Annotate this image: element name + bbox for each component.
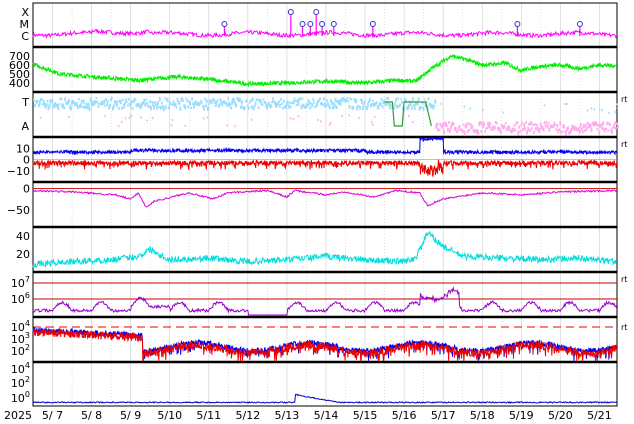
tick-label-proton-flux: 102 bbox=[11, 343, 30, 358]
dst-line bbox=[32, 189, 617, 208]
panel-frame-proton-flux bbox=[32, 316, 618, 363]
tick-label-imf-sector: T bbox=[21, 96, 29, 109]
x-axis-day-label: 5/ 9 bbox=[120, 409, 141, 422]
x-axis-day-label: 5/19 bbox=[509, 409, 534, 422]
imf-bt-line bbox=[32, 136, 618, 156]
x-axis-day-label: 5/ 8 bbox=[81, 409, 102, 422]
tick-label-high-energy-proton: 104 bbox=[11, 361, 30, 376]
tick-label-dst-index: −50 bbox=[7, 204, 30, 217]
tick-label-dst-index: 0 bbox=[23, 182, 30, 195]
imf-sector-line bbox=[384, 101, 432, 127]
tick-label-high-energy-proton: 100 bbox=[11, 390, 30, 405]
high-energy-proton-line bbox=[32, 393, 617, 404]
tick-label-xray-flare-class: X bbox=[21, 6, 29, 19]
tick-label-solar-wind-speed: 500 bbox=[9, 68, 30, 81]
flare-marker bbox=[330, 21, 337, 27]
imf-sector-scatter bbox=[33, 97, 619, 136]
x-axis-day-label: 5/11 bbox=[196, 409, 221, 422]
x-axis-day-label: 5/15 bbox=[353, 409, 378, 422]
flare-marker bbox=[299, 21, 306, 27]
panel-frame-kp-ae-index bbox=[32, 226, 618, 273]
tick-label-imf-components: −10 bbox=[7, 165, 30, 178]
tick-label-solar-wind-speed: 600 bbox=[9, 59, 30, 72]
flare-marker bbox=[319, 21, 326, 27]
flare-marker bbox=[307, 21, 314, 27]
electron-flux-line bbox=[32, 286, 618, 316]
x-axis-day-label: 5/14 bbox=[314, 409, 339, 422]
side-label-proton-flux: rt bbox=[621, 323, 627, 332]
tick-label-imf-sector: A bbox=[21, 120, 29, 133]
tick-label-kp-ae-index: 40 bbox=[16, 230, 30, 243]
x-axis-year: 2025 bbox=[4, 409, 32, 422]
tick-label-electron-flux: 106 bbox=[11, 291, 30, 306]
solar-wind-speed-line bbox=[32, 53, 617, 88]
kp-ae-line bbox=[32, 230, 617, 268]
x-axis-day-label: 5/12 bbox=[235, 409, 260, 422]
tick-label-xray-flare-class: M bbox=[20, 18, 30, 31]
tick-label-electron-flux: 107 bbox=[11, 275, 30, 290]
panel-frame-xray-flare-class bbox=[32, 2, 618, 48]
x-axis-day-label: 5/17 bbox=[431, 409, 456, 422]
side-label-electron-flux: rt bbox=[621, 275, 627, 284]
tick-label-kp-ae-index: 20 bbox=[16, 248, 30, 261]
x-axis-day-label: 5/16 bbox=[392, 409, 417, 422]
x-axis-day-label: 5/18 bbox=[470, 409, 495, 422]
flare-marker bbox=[369, 21, 376, 27]
flare-marker bbox=[576, 21, 583, 27]
xray-flux-line bbox=[32, 28, 618, 40]
proton-flux-line-1 bbox=[32, 326, 617, 362]
tick-label-xray-flare-class: C bbox=[21, 30, 29, 43]
tick-label-solar-wind-speed: 400 bbox=[9, 77, 30, 90]
grid-lines bbox=[52, 3, 600, 406]
tick-label-proton-flux: 104 bbox=[11, 319, 30, 334]
flare-marker bbox=[514, 21, 521, 27]
flare-marker bbox=[313, 9, 320, 15]
tick-label-solar-wind-speed: 700 bbox=[9, 50, 30, 63]
flare-marker bbox=[221, 21, 228, 27]
imf-bz-line bbox=[32, 158, 618, 178]
tick-label-imf-components: 0 bbox=[23, 154, 30, 167]
x-axis-day-label: 5/20 bbox=[548, 409, 573, 422]
x-axis-day-label: 5/10 bbox=[157, 409, 182, 422]
tick-label-imf-components: 10 bbox=[16, 142, 30, 155]
x-axis-day-label: 5/21 bbox=[587, 409, 612, 422]
x-axis-day-label: 5/13 bbox=[275, 409, 300, 422]
side-label-imf-components: rt bbox=[621, 140, 627, 149]
flare-marker bbox=[287, 9, 294, 15]
x-axis-day-label: 5/ 7 bbox=[42, 409, 63, 422]
tick-label-proton-flux: 103 bbox=[11, 331, 30, 346]
tick-label-high-energy-proton: 102 bbox=[11, 375, 30, 390]
side-label-imf-sector: rt bbox=[621, 95, 627, 104]
proton-flux-line-2 bbox=[32, 328, 618, 362]
